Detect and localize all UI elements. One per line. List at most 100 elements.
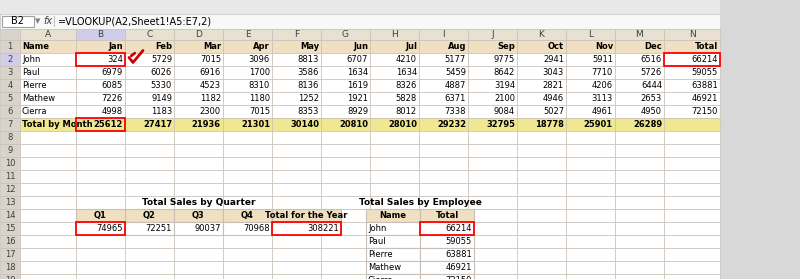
Bar	[566, 92, 615, 105]
Text: 72150: 72150	[446, 276, 472, 279]
Bar	[125, 209, 174, 222]
Bar	[20, 209, 76, 222]
Bar	[321, 40, 370, 53]
Text: 21936: 21936	[192, 120, 221, 129]
Bar	[468, 79, 517, 92]
Bar	[125, 92, 174, 105]
Text: 6371: 6371	[445, 94, 466, 103]
Bar	[566, 248, 615, 261]
Bar	[664, 261, 720, 274]
Bar	[272, 222, 341, 235]
Text: 3113: 3113	[592, 94, 613, 103]
Text: Cierra: Cierra	[368, 276, 394, 279]
Bar	[517, 248, 566, 261]
Bar	[20, 196, 76, 209]
Bar	[419, 131, 468, 144]
Bar	[223, 209, 272, 222]
Text: Name: Name	[379, 211, 406, 220]
Bar	[420, 248, 474, 261]
Bar	[370, 92, 419, 105]
Bar	[468, 222, 517, 235]
Text: G: G	[342, 30, 349, 39]
Bar	[468, 170, 517, 183]
Bar	[468, 105, 517, 118]
Bar	[420, 209, 474, 222]
Text: Name: Name	[22, 42, 49, 51]
Bar	[321, 222, 370, 235]
Bar	[76, 66, 125, 79]
Bar	[125, 209, 174, 222]
Text: 74965: 74965	[97, 224, 123, 233]
Text: 2300: 2300	[200, 107, 221, 116]
Text: 9: 9	[7, 146, 13, 155]
Text: 12: 12	[5, 185, 15, 194]
Bar	[517, 196, 566, 209]
Bar	[419, 248, 468, 261]
Text: 7015: 7015	[249, 107, 270, 116]
Text: Pierre: Pierre	[368, 250, 393, 259]
Text: Total by Month: Total by Month	[22, 120, 93, 129]
Text: 27417: 27417	[143, 120, 172, 129]
Bar	[125, 196, 174, 209]
Bar	[664, 118, 720, 131]
Bar	[615, 261, 664, 274]
Bar	[664, 222, 720, 235]
Bar	[76, 235, 125, 248]
Bar	[125, 29, 174, 40]
Bar	[20, 118, 76, 131]
Bar	[517, 235, 566, 248]
Bar	[76, 118, 125, 131]
Text: J: J	[491, 30, 494, 39]
Bar	[174, 222, 223, 235]
Text: Paul: Paul	[22, 68, 40, 77]
Bar	[0, 92, 20, 105]
Bar	[174, 261, 223, 274]
Bar	[566, 157, 615, 170]
Text: 5729: 5729	[151, 55, 172, 64]
Text: 1252: 1252	[298, 94, 319, 103]
Bar	[370, 144, 419, 157]
Bar	[76, 209, 125, 222]
Bar	[20, 235, 76, 248]
Text: Apr: Apr	[254, 42, 270, 51]
Bar	[272, 261, 321, 274]
Bar	[419, 222, 468, 235]
Bar	[321, 274, 370, 279]
Bar	[419, 170, 468, 183]
Bar	[370, 235, 419, 248]
Bar	[20, 248, 76, 261]
Bar	[321, 170, 370, 183]
Bar	[615, 274, 664, 279]
Bar	[20, 53, 76, 66]
Bar	[419, 66, 468, 79]
Bar	[174, 118, 223, 131]
Bar	[566, 131, 615, 144]
Text: 28010: 28010	[388, 120, 417, 129]
Bar	[517, 170, 566, 183]
Bar	[76, 196, 125, 209]
Text: Nov: Nov	[594, 42, 613, 51]
Text: 70968: 70968	[243, 224, 270, 233]
Bar	[366, 248, 420, 261]
Bar	[468, 196, 517, 209]
Bar	[20, 79, 76, 92]
Bar	[321, 144, 370, 157]
Bar	[419, 261, 468, 274]
Text: 308221: 308221	[307, 224, 339, 233]
Bar	[223, 274, 272, 279]
Bar	[0, 157, 20, 170]
Text: 26289: 26289	[633, 120, 662, 129]
Bar	[615, 235, 664, 248]
Bar	[76, 157, 125, 170]
Bar	[174, 66, 223, 79]
Bar	[223, 261, 272, 274]
Bar	[566, 261, 615, 274]
Bar	[223, 235, 272, 248]
Bar	[615, 92, 664, 105]
Bar	[272, 170, 321, 183]
Bar	[125, 157, 174, 170]
Text: 59055: 59055	[692, 68, 718, 77]
Bar	[468, 261, 517, 274]
Bar	[321, 196, 370, 209]
Text: 5726: 5726	[641, 68, 662, 77]
